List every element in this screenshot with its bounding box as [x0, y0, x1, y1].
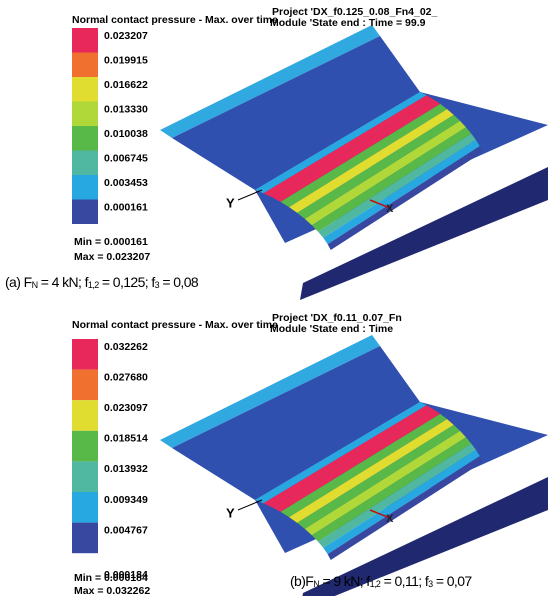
caption-part: = 0,125; f — [99, 274, 156, 290]
axis-label: X — [386, 203, 394, 215]
caption-part: = 0,07 — [433, 573, 473, 589]
legend-label: 0.006745 — [104, 152, 148, 164]
caption-part: = 9 kN; f — [319, 573, 370, 589]
legend-swatch — [72, 200, 98, 225]
min-label: Min = 0.000161 — [74, 236, 148, 248]
module-label: Module 'State end : Time — [270, 323, 393, 335]
legend-swatch — [72, 151, 98, 176]
legend-swatch — [72, 175, 98, 200]
axis-label: Y — [226, 505, 235, 520]
legend-label: 0.013330 — [104, 103, 148, 115]
legend-label: 0.004767 — [104, 524, 148, 536]
axis-label: Y — [226, 195, 235, 210]
caption: (a) FN = 4 kN; f1,2 = 0,125; f3 = 0,08 — [5, 274, 199, 291]
legend-swatch — [72, 523, 98, 554]
legend-swatch — [72, 400, 98, 431]
legend-label: 0.010038 — [104, 128, 148, 140]
caption-part: = 0,08 — [159, 274, 199, 290]
legend-swatch — [72, 492, 98, 523]
legend-label: 0.009349 — [104, 494, 148, 506]
legend-label: 0.018514 — [104, 433, 148, 445]
legend-label: 0.027680 — [104, 371, 148, 383]
legend-label: 0.023207 — [104, 30, 148, 42]
legend-label: 0.019915 — [104, 54, 148, 66]
legend-swatch — [72, 370, 98, 401]
legend-swatch — [72, 339, 98, 370]
figure: Y X Normal contact pressure - Max. over ti… — [0, 0, 548, 596]
plot-title: Normal contact pressure - Max. over time — [72, 319, 278, 331]
caption-part: (b)F — [290, 573, 313, 589]
legend-swatch — [72, 28, 98, 53]
legend-swatch — [72, 77, 98, 102]
legend-swatch — [72, 431, 98, 462]
legend-label: 0.016622 — [104, 79, 148, 91]
caption-part: (a) F — [5, 274, 32, 290]
legend-label: 0.032262 — [104, 341, 148, 353]
legend-label: 0.003453 — [104, 177, 148, 189]
caption-part: 1,2 — [88, 280, 99, 290]
legend-swatch — [72, 53, 98, 78]
legend-label: 0.023097 — [104, 402, 148, 414]
module-label: Module 'State end : Time = 99.9 — [270, 17, 426, 29]
axis-label: X — [386, 513, 394, 525]
legend-swatch — [72, 126, 98, 151]
legend-label: 0.013932 — [104, 463, 148, 475]
caption-part: 1,2 — [370, 579, 381, 589]
max-label: Max = 0.023207 — [74, 251, 150, 263]
legend-label: 0.000161 — [104, 201, 148, 213]
max-label: Max = 0.032262 — [74, 585, 150, 596]
caption-part: = 0,11; f — [380, 573, 429, 589]
caption-part: = 4 kN; f — [37, 274, 88, 290]
plot-title: Normal contact pressure - Max. over time — [72, 14, 278, 26]
legend-swatch — [72, 102, 98, 127]
legend-swatch — [72, 461, 98, 492]
caption: (b)FN = 9 kN; f1,2 = 0,11; f3 = 0,07 — [290, 573, 472, 590]
min-label: Min = 0.000184 — [74, 572, 148, 584]
